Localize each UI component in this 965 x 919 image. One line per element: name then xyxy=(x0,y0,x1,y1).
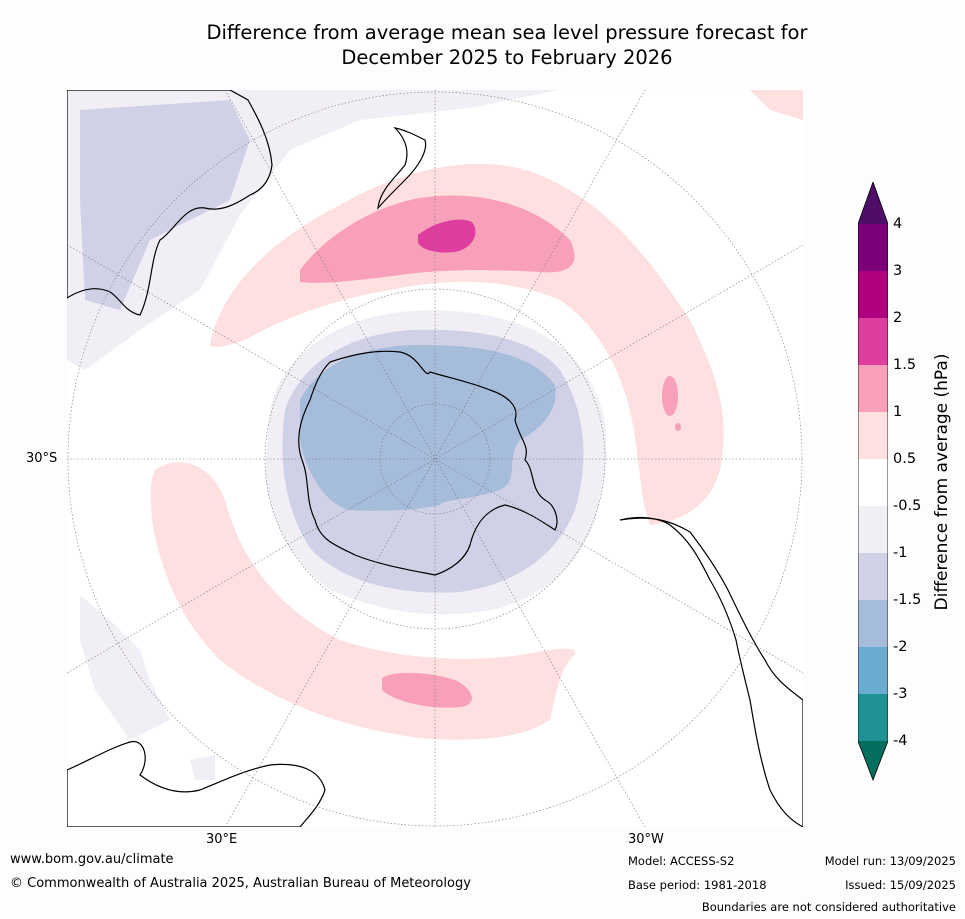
colorbar-band-neg1-neg1.5 xyxy=(858,553,888,600)
footer-issued: Issued: 15/09/2025 xyxy=(845,878,956,892)
colorbar-band-0.5-1 xyxy=(858,412,888,459)
new-zealand-coastline xyxy=(377,127,427,210)
colorbar-band-neg2-neg3 xyxy=(858,647,888,694)
map-canvas xyxy=(67,90,803,827)
lon-label-30e: 30°E xyxy=(206,832,238,847)
footer-model-run: Model run: 13/09/2025 xyxy=(824,854,956,868)
colorbar-tick-neg0.5: -0.5 xyxy=(893,498,922,514)
colorbar-tick-neg4: -4 xyxy=(893,733,908,749)
chart-title: Difference from average mean sea level p… xyxy=(0,20,965,70)
colorbar-tick-1: 1 xyxy=(893,404,903,420)
neg-anomaly-core-antarctic xyxy=(300,345,556,511)
australia-coastline xyxy=(67,90,273,316)
colorbar-label: Difference from average (hPa) xyxy=(932,353,952,611)
title-line-1: Difference from average mean sea level p… xyxy=(206,21,808,44)
graticule xyxy=(67,90,803,827)
colorbar-band-1.5-2 xyxy=(858,318,888,365)
colorbar-tick-2: 2 xyxy=(893,310,903,326)
colorbar-extend-top xyxy=(858,182,888,224)
pos-anomaly-core-south xyxy=(382,672,472,708)
lon-label-30w: 30°W xyxy=(628,832,664,847)
colorbar-tick-neg3: -3 xyxy=(893,686,908,702)
footer-copyright: © Commonwealth of Australia 2025, Austra… xyxy=(10,876,471,891)
south-america-coastline xyxy=(619,516,803,827)
lat-label-30s: 30°S xyxy=(26,451,58,466)
neg-anomaly-region-west xyxy=(80,100,250,310)
colorbar-extend-bottom xyxy=(858,741,888,780)
title-line-2: December 2025 to February 2026 xyxy=(341,46,673,69)
colorbar-band-neg0.5-neg1 xyxy=(858,506,888,553)
pos-anomaly-spot-east-small xyxy=(675,423,681,431)
antarctica-coastline xyxy=(298,350,558,576)
colorbar-tick-neg1: -1 xyxy=(893,545,908,561)
neg-anomaly-region-s xyxy=(190,755,215,780)
colorbar-band-neg3-neg4 xyxy=(858,694,888,741)
footer-model: Model: ACCESS-S2 xyxy=(628,854,735,868)
footer-base-period: Base period: 1981-2018 xyxy=(628,878,767,892)
neg-anomaly-region-sw xyxy=(80,595,170,740)
colorbar-tick-3: 3 xyxy=(893,263,903,279)
colorbar xyxy=(858,182,888,782)
footer-url[interactable]: www.bom.gov.au/climate xyxy=(10,852,174,867)
colorbar-tick-0.5: 0.5 xyxy=(893,451,917,467)
pos-anomaly-peak-north xyxy=(418,219,476,253)
colorbar-tick-1.5: 1.5 xyxy=(893,357,917,373)
colorbar-band-2-3 xyxy=(858,271,888,318)
colorbar-band-neutral xyxy=(858,459,888,506)
colorbar-tick-neg1.5: -1.5 xyxy=(893,592,922,608)
colorbar-tick-4: 4 xyxy=(893,216,903,232)
polar-map xyxy=(67,90,803,827)
colorbar-tick-neg2: -2 xyxy=(893,639,908,655)
pos-anomaly-ne-corner xyxy=(750,90,803,120)
colorbar-band-1-1.5 xyxy=(858,365,888,412)
pos-anomaly-ring-south xyxy=(150,462,576,740)
colorbar-band-3-4 xyxy=(858,224,888,271)
footer-disclaimer: Boundaries are not considered authoritat… xyxy=(701,900,956,914)
africa-coastline xyxy=(67,741,326,827)
colorbar-band-neg1.5-neg2 xyxy=(858,600,888,647)
pos-anomaly-spot-east xyxy=(662,376,678,416)
